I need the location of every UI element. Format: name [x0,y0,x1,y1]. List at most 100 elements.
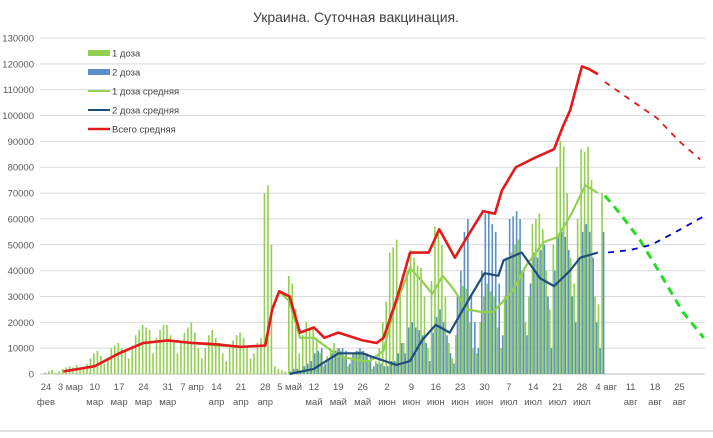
bar-dose2 [439,309,441,374]
bar-dose1 [204,348,207,374]
bar-dose1 [388,252,391,374]
bar-dose2 [557,234,560,374]
bar-dose2 [533,252,535,374]
bar-dose1 [214,337,217,374]
bar-dose1 [371,368,374,374]
y-tick-label: 70000 [8,189,34,200]
bar-dose1 [315,337,318,374]
bar-dose1 [455,335,457,374]
x-tick-label: 11 [626,382,636,393]
bar-dose1 [413,257,415,374]
bar-dose1 [288,275,290,374]
bar-dose2 [599,348,601,374]
y-tick-label: 60000 [8,214,34,225]
x-tick-label: 5 май [277,382,302,393]
bar-dose1 [120,348,123,374]
bar-dose1 [406,270,408,374]
x-tick-sublabel: апр [233,397,249,408]
bar-dose1 [183,332,186,374]
bar-dose1 [256,342,259,374]
x-tick-sublabel: мар [135,397,152,408]
bar-dose1 [368,361,370,374]
bar-dose1 [176,353,179,374]
bar-dose2 [602,231,605,374]
chart-title: Украина. Суточная вакцинация. [253,9,459,25]
x-tick-sublabel: мар [111,397,128,408]
bar-dose1 [82,368,85,374]
bar-dose2 [310,361,313,374]
bar-dose1 [468,322,471,374]
bar-dose1 [430,280,433,374]
bar-dose1 [489,291,492,374]
bar-dose1 [472,348,475,374]
bar-dose1 [58,371,60,374]
line-total-avg [63,65,599,373]
y-tick-label: 120000 [2,59,34,70]
bar-dose2 [407,327,410,374]
bar-dose2 [481,270,483,374]
bar-dose1 [569,257,572,374]
bar-dose1 [114,345,116,374]
bar-dose1 [333,342,335,374]
bar-dose2 [467,218,469,374]
y-tick-label: 20000 [8,318,34,329]
bar-dose1 [274,366,276,374]
bar-dose2 [529,283,532,374]
bar-dose2 [355,350,358,374]
bar-dose1 [597,304,600,374]
line-total-avg-forecast [604,81,701,161]
bar-dose1 [96,350,99,374]
x-tick-sublabel: июл [524,397,542,408]
bar-dose1 [500,348,502,374]
legend-swatch-dose2 [88,69,110,75]
y-axis: 0 10000 20000 30000 40000 50000 60000 70000 8000… [2,34,34,381]
bar-dose1 [93,353,95,374]
gridlines [40,37,705,375]
x-tick-sublabel: июн [403,397,421,408]
bar-dose1 [124,350,127,374]
bar-dose1 [357,350,360,374]
bar-dose1 [566,193,568,374]
bar-dose2 [581,231,584,374]
bar-dose1 [145,327,147,374]
bar-dose1 [61,368,64,374]
bar-dose2 [387,366,389,374]
bar-dose1 [235,335,238,374]
bar-dose1 [47,371,50,374]
bar-dose2 [352,353,354,374]
bar-dose1 [148,330,151,374]
bar-dose2 [366,353,368,374]
bar-dose1 [448,342,450,374]
bar-dose2 [512,216,514,374]
bar-dose1 [486,283,488,374]
bar-dose1 [475,353,478,374]
bar-dose2 [568,249,570,374]
bar-dose1 [451,358,454,374]
bar-dose1 [162,324,165,374]
bar-dose1 [375,361,377,374]
bar-dose1 [409,249,412,374]
x-tick-sublabel: май [330,397,347,408]
line-dose2-avg-forecast [607,215,705,254]
bar-dose1 [479,322,481,374]
bar-dose1 [601,193,603,374]
bar-dose1 [305,322,307,374]
bar-dose2 [446,335,448,374]
bar-dose1 [364,355,367,374]
x-tick-label: 24 [138,382,149,393]
bar-dose1 [399,286,401,374]
bar-dose1 [416,265,419,374]
bar-dose1 [51,370,53,374]
bar-dose1 [576,218,579,374]
bar-dose1 [402,342,405,374]
bar-dose2 [470,296,473,374]
bar-dose2 [474,322,476,374]
bar-dose1 [510,252,513,374]
bar-dose1 [562,146,565,374]
y-tick-label: 50000 [8,240,34,251]
x-tick-sublabel: июл [573,397,591,408]
bar-dose2 [505,257,507,374]
bar-dose2 [522,270,525,374]
x-tick-label: 21 [552,382,563,393]
